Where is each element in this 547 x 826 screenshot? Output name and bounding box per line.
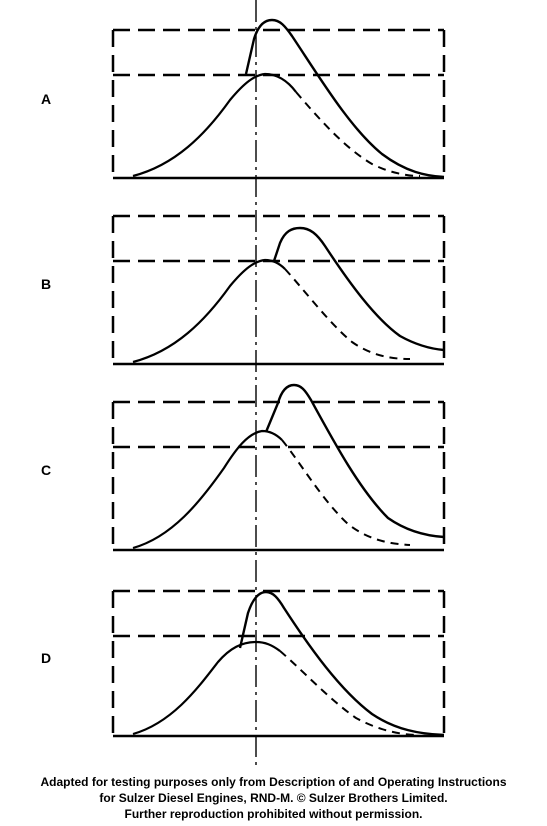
panel-d-compression-curve	[132, 640, 281, 736]
panel-c-label: C	[41, 462, 51, 478]
panel-c-firing-curve	[264, 383, 445, 539]
panel-a: A	[41, 18, 446, 180]
panel-b: B	[41, 214, 446, 366]
panel-d-firing-curve	[238, 590, 445, 737]
caption: Adapted for testing purposes only from D…	[0, 774, 547, 822]
panel-a-label: A	[41, 91, 51, 107]
caption-line-2: for Sulzer Diesel Engines, RND-M. © Sulz…	[99, 791, 448, 805]
panel-b-label: B	[41, 276, 51, 292]
panel-c: C	[41, 383, 446, 552]
caption-line-3: Further reproduction prohibited without …	[124, 807, 423, 821]
panel-d: D	[41, 589, 446, 738]
panel-a-compression-continuation	[295, 91, 421, 177]
caption-line-1: Adapted for testing purposes only from D…	[40, 775, 507, 789]
panel-d-label: D	[41, 650, 51, 666]
panel-b-compression-continuation	[284, 268, 411, 360]
panel-d-compression-continuation	[279, 650, 416, 736]
panel-b-compression-curve	[132, 258, 286, 364]
panel-a-firing-curve	[244, 18, 445, 179]
panel-b-firing-curve	[272, 226, 445, 352]
panel-a-compression-curve	[132, 72, 297, 178]
panel-c-compression-curve	[132, 429, 283, 550]
pressure-diagrams: A B C D	[41, 0, 446, 768]
panel-c-compression-continuation	[281, 439, 411, 546]
